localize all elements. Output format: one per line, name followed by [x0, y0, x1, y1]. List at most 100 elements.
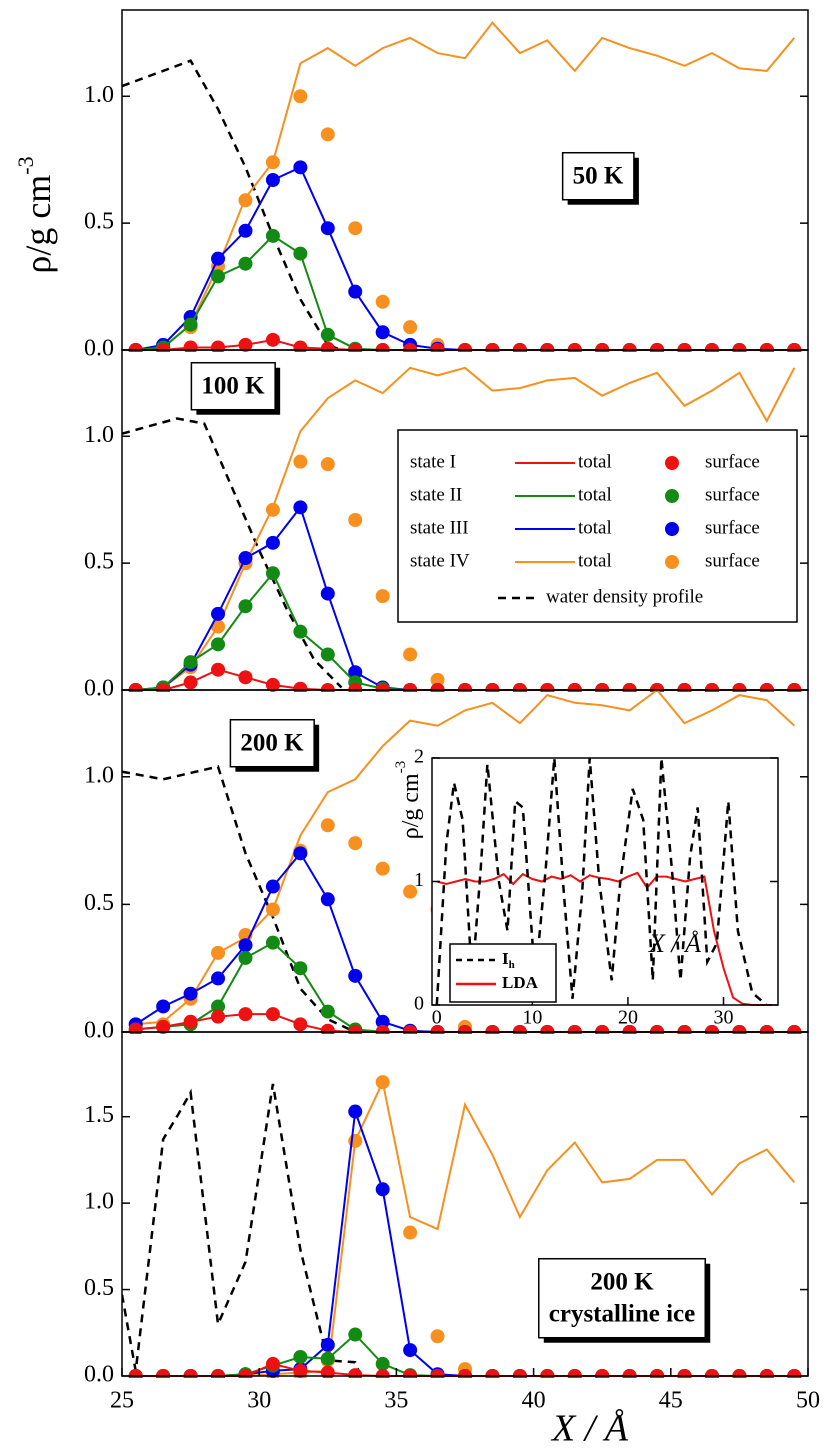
surface-marker [320, 221, 335, 236]
series-line [135, 234, 795, 351]
surface-marker [348, 1368, 363, 1378]
surface-marker [265, 173, 280, 187]
annotation: 200 K [590, 1269, 654, 1296]
dashed-line [122, 417, 343, 689]
x-tick-label: 25 [110, 1388, 134, 1414]
surface-marker [238, 938, 253, 953]
y-tick-label: 0.0 [84, 1362, 114, 1388]
surface-marker [265, 332, 280, 347]
legend-line-label: total [578, 517, 612, 538]
legend-label: LDA [502, 973, 539, 992]
surface-marker [183, 340, 198, 352]
surface-marker [320, 892, 335, 907]
dashed-line [122, 1083, 362, 1377]
surface-marker [265, 1007, 280, 1022]
surface-marker [320, 127, 335, 142]
y-tick-label: 0.5 [84, 549, 114, 575]
legend-label: state I [410, 451, 456, 472]
surface-marker [293, 1349, 308, 1364]
surface-marker [320, 647, 335, 662]
surface-marker [348, 513, 363, 527]
x-tick-label: 30 [247, 1388, 271, 1414]
legend-marker-label: surface [705, 451, 760, 472]
annotation-box [538, 1257, 706, 1339]
surface-marker [348, 665, 363, 680]
series-line [436, 871, 772, 1006]
legend-marker [665, 489, 679, 503]
surface-marker [211, 340, 226, 352]
surface-marker [238, 950, 253, 965]
surface-marker [265, 677, 280, 692]
surface-marker [320, 327, 335, 342]
legend-marker-label: surface [705, 550, 760, 571]
surface-marker [211, 606, 226, 621]
annotation-box [561, 151, 635, 201]
surface-marker [265, 228, 280, 243]
surface-marker [348, 221, 363, 236]
y-tick-label: 0.0 [84, 1018, 114, 1044]
y-tick-label: 1.0 [84, 82, 114, 108]
y-tick-label: 1.0 [84, 422, 114, 448]
axes-frame [121, 9, 809, 351]
surface-marker [403, 884, 418, 899]
surface-marker [375, 1075, 390, 1090]
surface-marker [403, 320, 418, 335]
surface-marker [375, 1356, 390, 1371]
dashed-line [122, 59, 342, 352]
legend-marker-label: surface [705, 484, 760, 505]
surface-marker [293, 961, 308, 976]
surface-marker [156, 1019, 171, 1034]
x-axis-label: X / Å [648, 929, 701, 958]
surface-marker [211, 1009, 226, 1024]
y-tick-label: 0 [414, 993, 424, 1015]
surface-marker [375, 325, 390, 340]
x-tick-label: 50 [796, 1388, 820, 1414]
surface-marker [183, 655, 198, 670]
dashed-line [122, 765, 356, 1034]
y-tick-label: 0.5 [84, 1275, 114, 1301]
surface-marker [265, 566, 280, 581]
series-line [135, 21, 796, 351]
legend-box [397, 429, 798, 623]
surface-marker [265, 1356, 280, 1371]
surface-marker [265, 879, 280, 894]
x-tick-label: 30 [714, 1007, 734, 1029]
surface-marker [238, 193, 253, 208]
y-axis-label: ρ/g cm-3 [393, 761, 423, 839]
surface-marker [238, 551, 253, 566]
surface-marker [183, 317, 198, 332]
surface-marker [238, 1007, 253, 1022]
plot-area [122, 21, 802, 352]
surface-marker [293, 340, 308, 352]
y-tick-label: 1.0 [84, 762, 114, 788]
legend-line-label: total [578, 550, 612, 571]
x-tick-label: 35 [384, 1388, 408, 1414]
legend-label: Ih [502, 949, 515, 971]
surface-marker [211, 251, 226, 266]
legend-marker [665, 522, 679, 536]
surface-marker [293, 1017, 308, 1032]
surface-marker [183, 986, 198, 1001]
y-label-text: ρ/g cm [398, 773, 424, 839]
x-tick-label: 10 [522, 1007, 542, 1029]
surface-marker [211, 619, 226, 634]
surface-marker [320, 1337, 335, 1352]
surface-marker [211, 637, 226, 652]
surface-marker [293, 160, 308, 175]
x-tick-label: 45 [659, 1388, 683, 1414]
y-label-text: ρ/g cm [18, 175, 58, 274]
legend-name: LDA [502, 973, 539, 992]
legend-marker [665, 555, 679, 569]
surface-marker [375, 861, 390, 876]
surface-marker [375, 1014, 390, 1029]
y-tick-label: 1 [414, 869, 424, 891]
surface-marker [211, 269, 226, 284]
surface-marker [348, 836, 363, 851]
surface-marker [265, 155, 280, 170]
y-label-sup: -3 [393, 761, 409, 774]
surface-marker [320, 818, 335, 833]
annotation-box [229, 718, 315, 768]
x-tick-label: 20 [618, 1007, 638, 1029]
surface-marker [211, 945, 226, 960]
legend-line-label: total [578, 484, 612, 505]
